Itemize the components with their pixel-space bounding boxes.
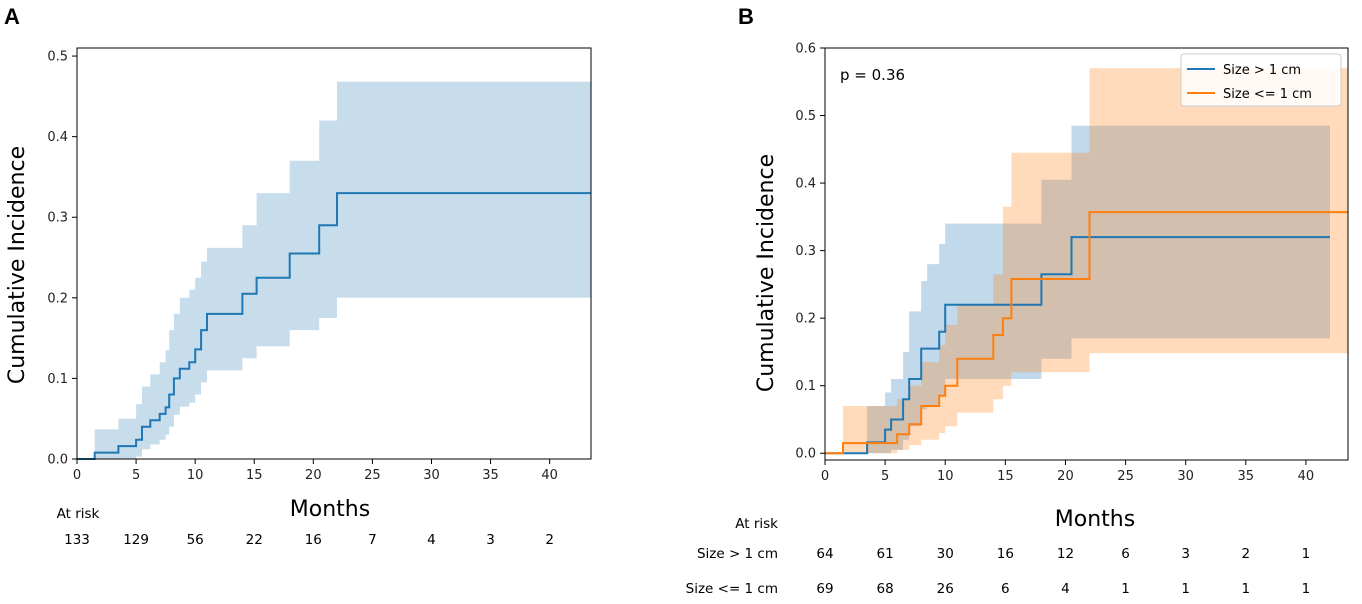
y-tick-label: 0.1: [47, 372, 68, 387]
x-tick-label: 35: [482, 468, 499, 483]
legend-label-size-gt-1cm: Size > 1 cm: [1223, 63, 1301, 78]
x-tick-label: 25: [364, 468, 381, 483]
x-tick-label: 0: [73, 468, 81, 483]
x-tick-label: 15: [997, 469, 1014, 484]
at-risk-value: 1: [1181, 581, 1190, 597]
panel-a-ci-bands: [77, 81, 591, 460]
ci-band-size-le-1-cm: [825, 68, 1348, 454]
x-tick-label: 35: [1238, 469, 1255, 484]
at-risk-value: 2: [1242, 546, 1251, 562]
y-tick-label: 0.2: [795, 312, 816, 327]
panel-a: A Cumulative Incidence Months 0 5 10 15 20 25…: [4, 4, 592, 548]
y-tick-label: 0.6: [795, 42, 816, 57]
x-tick-label: 20: [305, 468, 322, 483]
at-risk-value: 30: [937, 546, 954, 562]
at-risk-value: 6: [1121, 546, 1130, 562]
at-risk-value: 7: [368, 532, 377, 548]
at-risk-value: 64: [816, 546, 833, 562]
series-line-size-le-1-cm: [825, 211, 1348, 455]
at-risk-value: 61: [877, 546, 894, 562]
at-risk-value: 2: [545, 532, 554, 548]
panel-a-lines: [77, 192, 591, 460]
at-risk-value: 1: [1302, 546, 1311, 562]
panel-a-at-risk-table: At risk 133 129 56 22 16 7 4 3 2: [57, 506, 554, 548]
y-tick-label: 0.4: [795, 177, 816, 192]
at-risk-value: 1: [1242, 581, 1251, 597]
legend-label-size-le-1cm: Size <= 1 cm: [1223, 87, 1312, 102]
series-line-size-gt-1-cm: [825, 236, 1330, 455]
y-tick-label: 0.2: [47, 291, 68, 306]
at-risk-value: 6: [1001, 581, 1010, 597]
panel-b-legend: Size > 1 cm Size <= 1 cm: [1180, 53, 1342, 107]
x-tick-label: 20: [1057, 469, 1074, 484]
panel-b-ci-bands: [825, 68, 1348, 454]
at-risk-value: 133: [64, 532, 90, 548]
x-tick-label: 30: [1177, 469, 1194, 484]
y-tick-label: 0.0: [795, 447, 816, 462]
y-tick-label: 0.3: [795, 244, 816, 259]
x-tick-label: 10: [187, 468, 204, 483]
panel-b-lines: [825, 211, 1348, 455]
x-tick-label: 40: [541, 468, 558, 483]
panel-b-x-axis-title: Months: [1055, 507, 1135, 532]
ci-band-all: [77, 81, 591, 460]
legend-box: [1180, 53, 1342, 107]
at-risk-value: 16: [305, 532, 322, 548]
series-line-all: [77, 192, 591, 460]
panel-a-y-axis-title: Cumulative Incidence: [5, 146, 30, 384]
x-tick-label: 25: [1117, 469, 1134, 484]
x-tick-label: 5: [132, 468, 140, 483]
at-risk-value: 3: [486, 532, 495, 548]
panel-a-letter: A: [4, 4, 20, 29]
at-risk-value: 4: [427, 532, 436, 548]
at-risk-label: At risk: [57, 506, 100, 522]
x-tick-label: 30: [423, 468, 440, 483]
at-risk-label: At risk: [735, 516, 778, 532]
x-tick-label: 5: [881, 469, 889, 484]
y-tick-label: 0.5: [795, 109, 816, 124]
at-risk-value: 56: [187, 532, 204, 548]
at-risk-row-label-size-le-1-cm: Size <= 1 cm: [686, 581, 778, 597]
at-risk-value: 129: [123, 532, 149, 548]
panel-b-letter: B: [738, 4, 754, 29]
at-risk-row-label-size-gt-1-cm: Size > 1 cm: [697, 546, 778, 562]
panel-b-p-value: p = 0.36: [840, 66, 905, 84]
y-tick-label: 0.4: [47, 130, 68, 145]
at-risk-value: 4: [1061, 581, 1070, 597]
x-tick-label: 15: [246, 468, 263, 483]
at-risk-value: 12: [1057, 546, 1074, 562]
at-risk-value: 22: [246, 532, 263, 548]
at-risk-value: 26: [937, 581, 954, 597]
panel-b-y-axis-title: Cumulative Incidence: [754, 154, 779, 392]
at-risk-value: 16: [997, 546, 1014, 562]
panel-b-ticks: 0 5 10 15 20 25 30 35 40 0.0 0.1 0.2 0.3 0.4 0.5 0.6: [795, 42, 1314, 485]
y-tick-label: 0.3: [47, 211, 68, 226]
at-risk-value: 3: [1181, 546, 1190, 562]
at-risk-value: 1: [1121, 581, 1130, 597]
panel-b: B Cumulative Incidence Months 0 5 10 15 20 25…: [686, 4, 1349, 597]
x-tick-label: 40: [1298, 469, 1315, 484]
y-tick-label: 0.1: [795, 379, 816, 394]
at-risk-value: 69: [816, 581, 833, 597]
y-tick-label: 0.5: [47, 50, 68, 65]
panel-a-plot-frame: [76, 47, 592, 460]
x-tick-label: 10: [937, 469, 954, 484]
x-tick-label: 0: [821, 469, 829, 484]
panel-b-plot-frame: [824, 47, 1349, 461]
at-risk-value: 68: [877, 581, 894, 597]
ci-band-size-gt-1-cm: [825, 125, 1330, 454]
at-risk-value: 1: [1302, 581, 1311, 597]
panel-a-x-axis-title: Months: [290, 497, 370, 522]
y-tick-label: 0.0: [47, 453, 68, 468]
panel-a-ticks: 0 5 10 15 20 25 30 35 40 0.0 0.1 0.2 0.3 0.4 0.5: [47, 50, 558, 483]
